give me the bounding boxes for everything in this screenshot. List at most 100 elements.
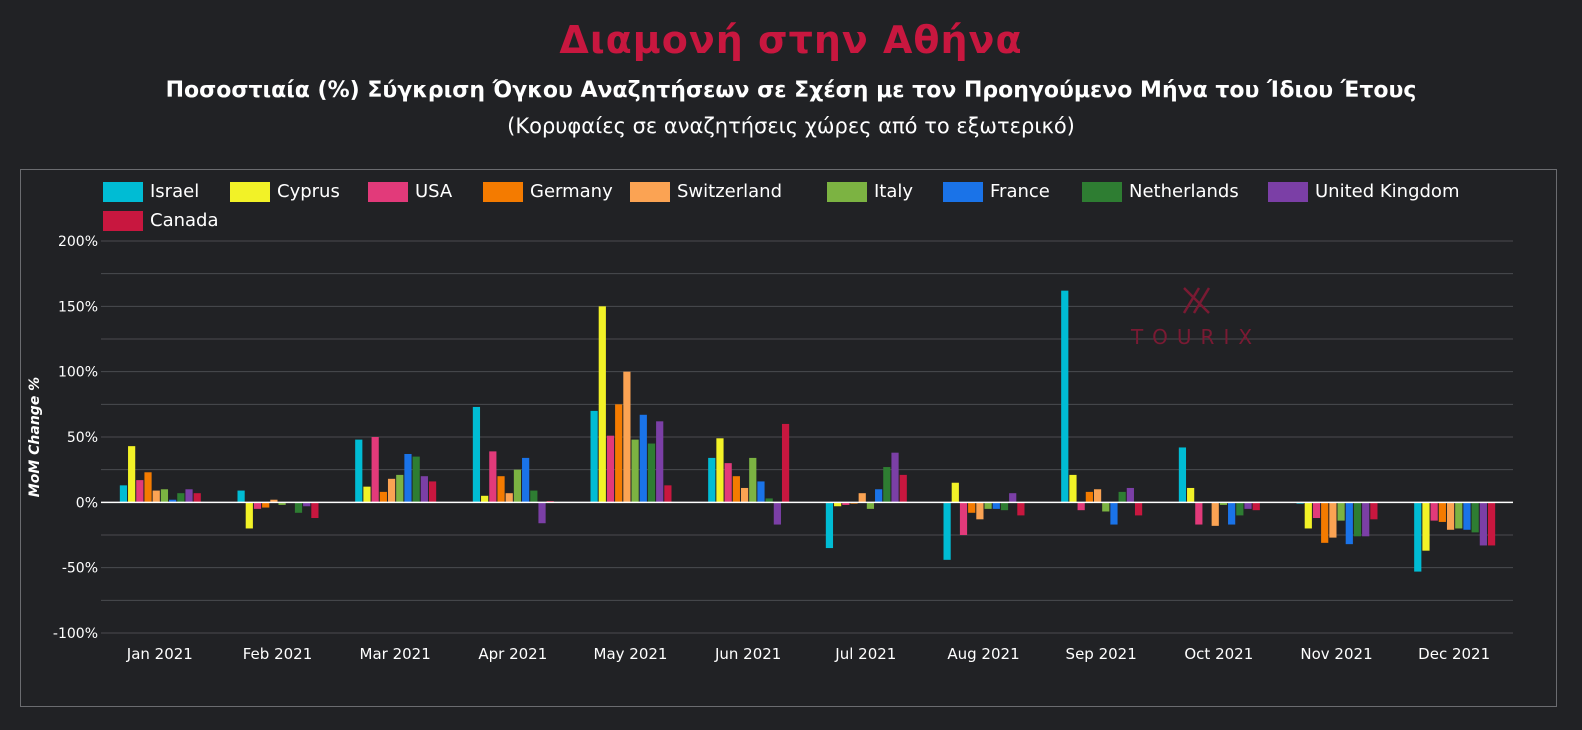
bar[interactable]	[1102, 502, 1110, 512]
bar[interactable]	[1414, 502, 1422, 572]
bar[interactable]	[951, 482, 959, 503]
bar[interactable]	[1118, 491, 1126, 503]
bar[interactable]	[169, 499, 177, 503]
bar[interactable]	[899, 474, 907, 503]
bar[interactable]	[749, 457, 757, 503]
bar[interactable]	[1093, 489, 1102, 503]
bar[interactable]	[656, 421, 664, 503]
bar[interactable]	[371, 437, 379, 503]
bar[interactable]	[1085, 491, 1093, 503]
bar[interactable]	[1110, 502, 1118, 525]
bar[interactable]	[119, 485, 128, 503]
bar[interactable]	[1312, 502, 1321, 519]
bar[interactable]	[193, 493, 201, 503]
bar[interactable]	[472, 406, 481, 503]
bar[interactable]	[959, 502, 968, 535]
bar[interactable]	[598, 306, 606, 503]
bar[interactable]	[505, 493, 513, 503]
bar[interactable]	[1487, 502, 1496, 546]
legend-item[interactable]: United Kingdom	[1268, 181, 1459, 202]
bar[interactable]	[1178, 447, 1187, 503]
bar[interactable]	[1061, 290, 1069, 503]
legend-item[interactable]: Switzerland	[630, 181, 782, 202]
bar[interactable]	[1353, 502, 1362, 537]
bar[interactable]	[1244, 502, 1252, 509]
bar[interactable]	[303, 502, 311, 507]
bar[interactable]	[128, 446, 136, 503]
bar[interactable]	[590, 410, 598, 503]
bar[interactable]	[245, 502, 253, 529]
bar[interactable]	[420, 476, 428, 503]
bar[interactable]	[311, 502, 319, 519]
bar[interactable]	[976, 502, 984, 520]
bar[interactable]	[866, 502, 875, 509]
bar[interactable]	[968, 502, 976, 513]
bar[interactable]	[1345, 502, 1353, 545]
legend-item[interactable]: Italy	[827, 181, 913, 202]
bar[interactable]	[1236, 502, 1244, 516]
bar[interactable]	[270, 499, 278, 503]
legend-item[interactable]: Canada	[103, 210, 219, 231]
bar[interactable]	[1455, 502, 1463, 529]
bar[interactable]	[615, 404, 623, 503]
bar[interactable]	[262, 502, 270, 508]
bar[interactable]	[1479, 502, 1487, 546]
legend-item[interactable]: Germany	[483, 181, 613, 202]
bar[interactable]	[623, 371, 631, 503]
bar[interactable]	[185, 489, 193, 503]
legend-item[interactable]: USA	[368, 181, 452, 202]
bar[interactable]	[1195, 502, 1203, 525]
bar[interactable]	[1077, 502, 1085, 511]
bar[interactable]	[396, 474, 404, 503]
bar[interactable]	[522, 457, 530, 503]
bar[interactable]	[1471, 502, 1479, 533]
bar[interactable]	[740, 487, 749, 503]
bar[interactable]	[1304, 502, 1312, 529]
bar[interactable]	[1187, 487, 1195, 503]
bar[interactable]	[1228, 502, 1236, 525]
bar[interactable]	[773, 502, 781, 525]
legend-item[interactable]: Cyprus	[230, 181, 340, 202]
bar[interactable]	[379, 491, 387, 503]
bar[interactable]	[1370, 502, 1378, 520]
bar[interactable]	[834, 502, 842, 507]
bar[interactable]	[1009, 493, 1017, 503]
bar[interactable]	[1000, 502, 1009, 511]
bar[interactable]	[513, 469, 522, 503]
bar[interactable]	[404, 453, 412, 503]
bar[interactable]	[363, 486, 371, 503]
bar[interactable]	[1430, 502, 1438, 521]
bar[interactable]	[237, 490, 245, 503]
legend-item[interactable]: Israel	[103, 181, 199, 202]
bar[interactable]	[144, 472, 152, 503]
bar[interactable]	[765, 498, 773, 503]
bar[interactable]	[497, 476, 505, 503]
bar[interactable]	[538, 502, 546, 524]
bar[interactable]	[891, 452, 899, 503]
bar[interactable]	[943, 502, 951, 560]
bar[interactable]	[724, 463, 732, 503]
bar[interactable]	[708, 457, 716, 503]
bar[interactable]	[489, 451, 497, 503]
bar[interactable]	[152, 490, 160, 503]
bar[interactable]	[781, 423, 790, 503]
bar[interactable]	[606, 435, 615, 503]
bar[interactable]	[1134, 502, 1143, 516]
bar[interactable]	[1211, 502, 1219, 526]
bar[interactable]	[1252, 502, 1260, 511]
bar[interactable]	[160, 489, 169, 503]
bar[interactable]	[253, 502, 262, 509]
bar[interactable]	[1219, 502, 1228, 505]
legend-item[interactable]: Netherlands	[1082, 181, 1239, 202]
bar[interactable]	[530, 490, 538, 503]
bar[interactable]	[992, 502, 1000, 509]
bar[interactable]	[639, 414, 647, 503]
bar[interactable]	[875, 489, 883, 503]
bar[interactable]	[1422, 502, 1430, 551]
bar[interactable]	[858, 493, 866, 503]
bar[interactable]	[664, 485, 672, 503]
bar[interactable]	[732, 476, 740, 503]
bar[interactable]	[1069, 474, 1077, 503]
bar[interactable]	[1446, 502, 1455, 530]
bar[interactable]	[757, 481, 765, 503]
